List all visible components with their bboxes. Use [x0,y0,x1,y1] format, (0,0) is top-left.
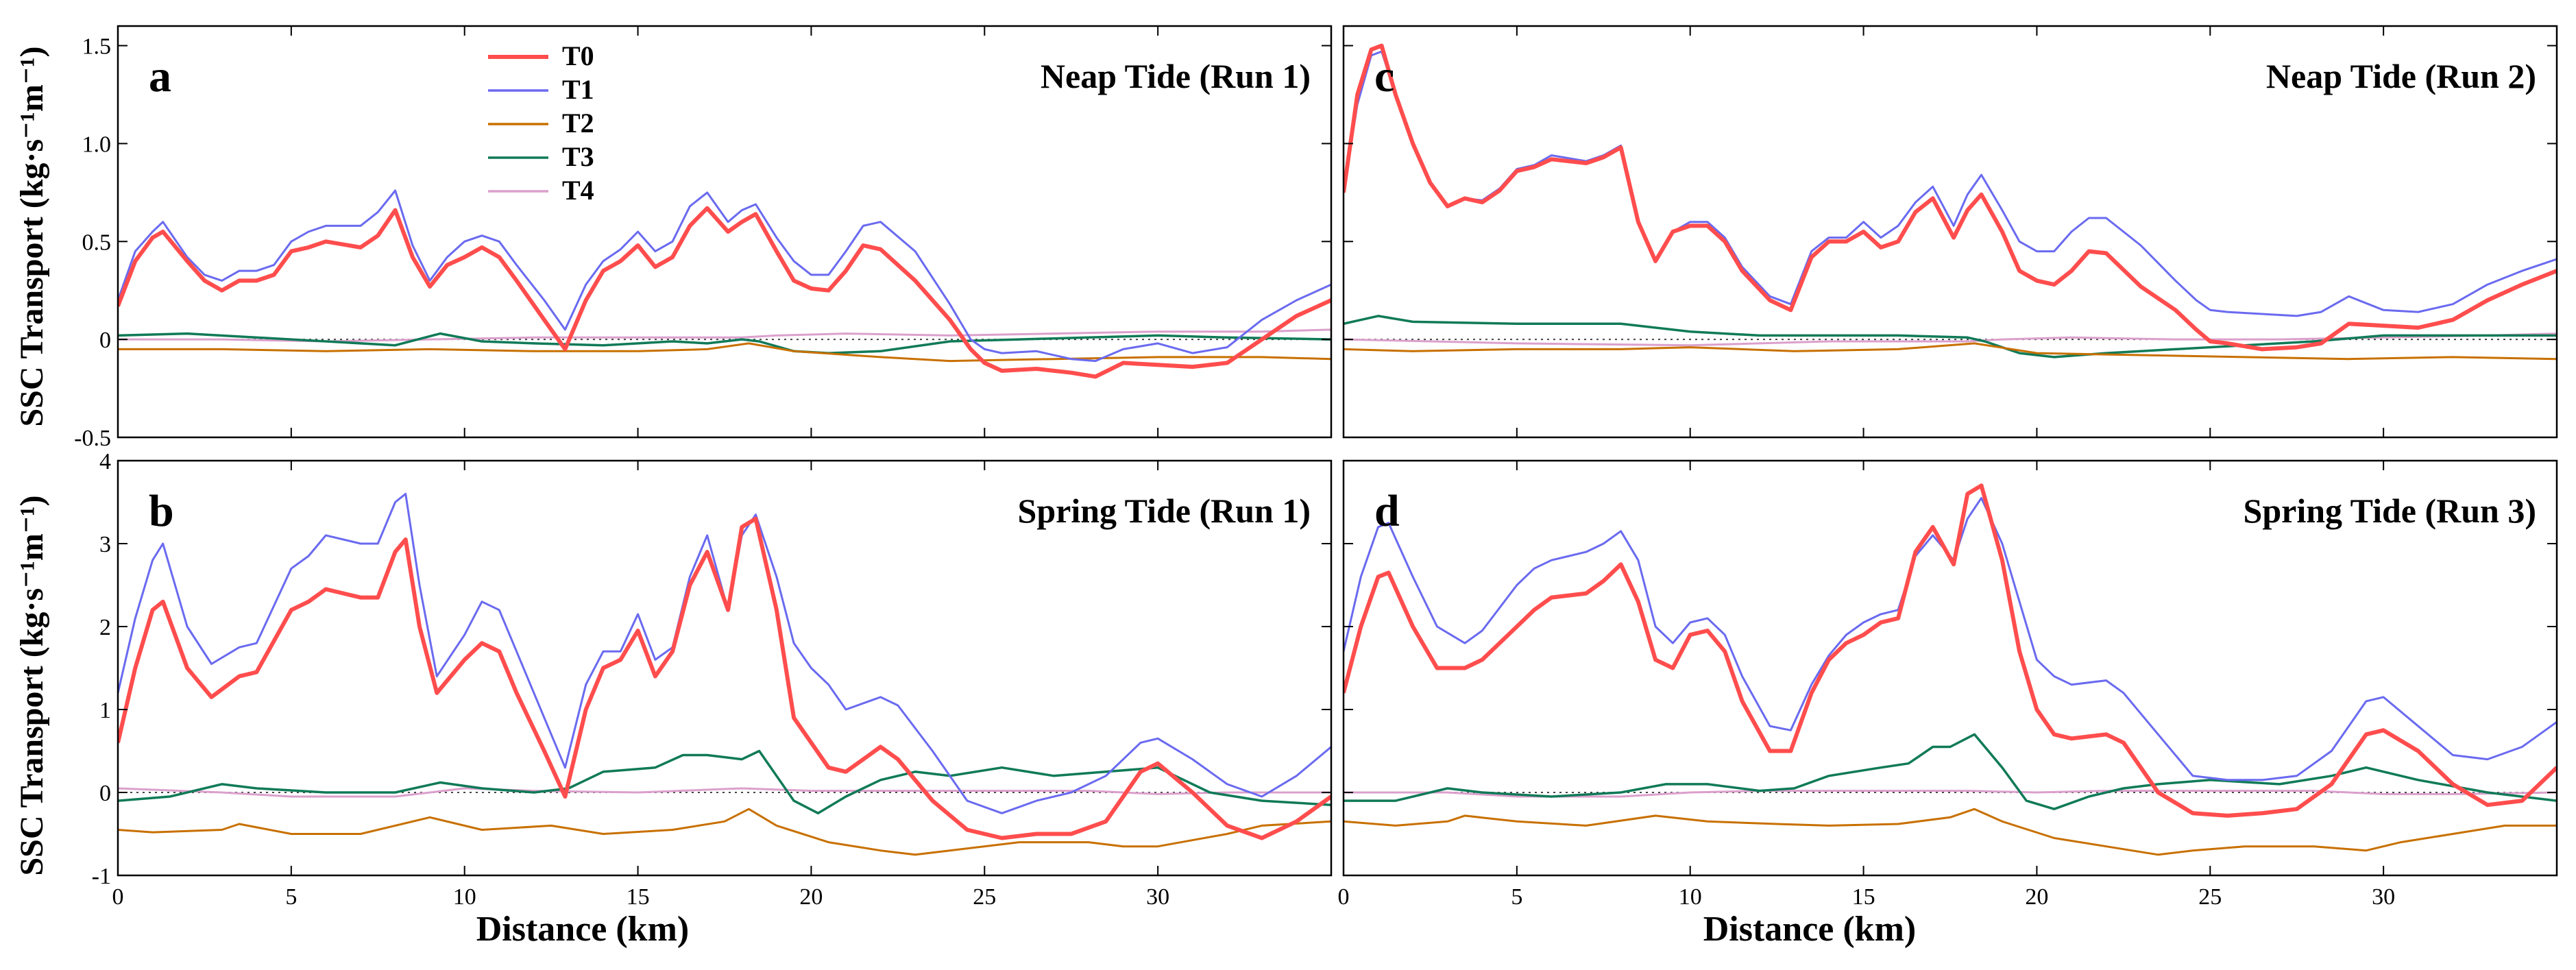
x-tick-label: 25 [2198,884,2222,910]
legend-label: T2 [562,108,594,138]
y-tick-label: 4 [99,449,111,474]
legend-label: T1 [562,74,594,105]
x-tick-label: 5 [1511,884,1522,910]
series-line-t4 [118,328,1331,343]
panels: -0.500.51.01.5a Neap Tide (Run 1)0 5 10 15 20… [74,25,2558,910]
series-line-t1 [118,189,1331,363]
series-line-t4 [118,787,1331,798]
x-tick-label: 30 [1146,884,1169,910]
x-tick-label: 25 [973,884,996,910]
y-tick-label: 2 [99,615,111,640]
y-axis-label-top: SSC Transport (kg·s⁻¹m⁻¹) [14,46,50,426]
series-line-t3 [1344,315,2557,359]
x-tick-label: 10 [453,884,476,910]
x-axis-label-left: Distance (km) [476,910,690,949]
legend-item-t1: T1 [488,74,594,105]
x-tick-label: 5 [285,884,297,910]
x-tick-label: 20 [2025,884,2048,910]
series-line-t0 [118,206,1331,379]
y-axis-label-bottom-text: SSC Transport (kg·s⁻¹m⁻¹) [14,495,50,875]
y-tick-label: 0 [99,328,111,353]
legend-label: T0 [562,40,594,71]
series-line-t2 [118,808,1331,856]
y-tick-label: 1.0 [82,132,112,157]
series-line-t3 [118,749,1331,815]
plot-frame [1342,459,2558,877]
legend-item-t3: T3 [488,141,594,172]
panel-d: 0 5 10 15 20 25 30 d Spring Tide (Run 3) [1338,459,2558,910]
plot-frame [117,25,1333,439]
y-tick-label: 0.5 [82,230,112,255]
series-line-t3 [118,332,1331,354]
legend-item-t4: T4 [488,175,594,206]
panel-title: Spring Tide (Run 3) [2244,492,2536,530]
series-line-t0 [1344,43,2557,352]
y-axis-label-top-text: SSC Transport (kg·s⁻¹m⁻¹) [14,46,50,426]
series-line-t1 [1344,497,2557,781]
series-line-t4 [1344,332,2557,347]
y-tick-label: -1 [92,864,111,889]
panel-label: a [149,51,171,101]
legend-item-t0: T0 [488,40,594,71]
panel-title: Neap Tide (Run 2) [2266,57,2536,95]
x-tick-label: 30 [2372,884,2395,910]
x-tick-label: 0 [1338,884,1350,910]
y-tick-label: 1.5 [82,34,112,60]
x-tick-label: 20 [799,884,823,910]
panel-title: Neap Tide (Run 1) [1041,57,1311,95]
x-axis-label-right: Distance (km) [1703,910,1917,949]
panel-title: Spring Tide (Run 1) [1018,492,1311,530]
legend-label: T4 [562,175,594,206]
y-tick-label: 0 [99,781,111,806]
panel-c: c Neap Tide (Run 2) [1342,25,2558,439]
y-tick-label: -0.5 [74,426,111,451]
panel-label: c [1374,51,1394,101]
series-line-t0 [118,516,1331,840]
series-line-t1 [118,492,1331,814]
series-line-t2 [1344,342,2557,361]
legend-label: T3 [562,141,594,172]
x-tick-label: 0 [112,884,124,910]
x-tick-label: 15 [627,884,650,910]
panel-label: b [149,486,174,536]
series-line-t2 [118,342,1331,363]
series-line-t0 [1344,483,2557,818]
plot-frame [117,459,1333,877]
panel-a: -0.5 0 0.5 1.0 1.5 a Neap Tide (Run 1) [74,25,1333,451]
y-tick-label: 3 [99,532,111,557]
series-line-t3 [1344,733,2557,810]
series-line-t2 [1344,808,2557,856]
x-tick-label: 10 [1679,884,1702,910]
y-axis-label-bottom: SSC Transport (kg·s⁻¹m⁻¹) [14,495,50,875]
x-tick-label: 15 [1852,884,1875,910]
panel-label: d [1374,486,1400,536]
y-tick-label: 1 [99,698,111,723]
legend-item-t2: T2 [488,108,594,138]
plot-frame [1342,25,2558,439]
